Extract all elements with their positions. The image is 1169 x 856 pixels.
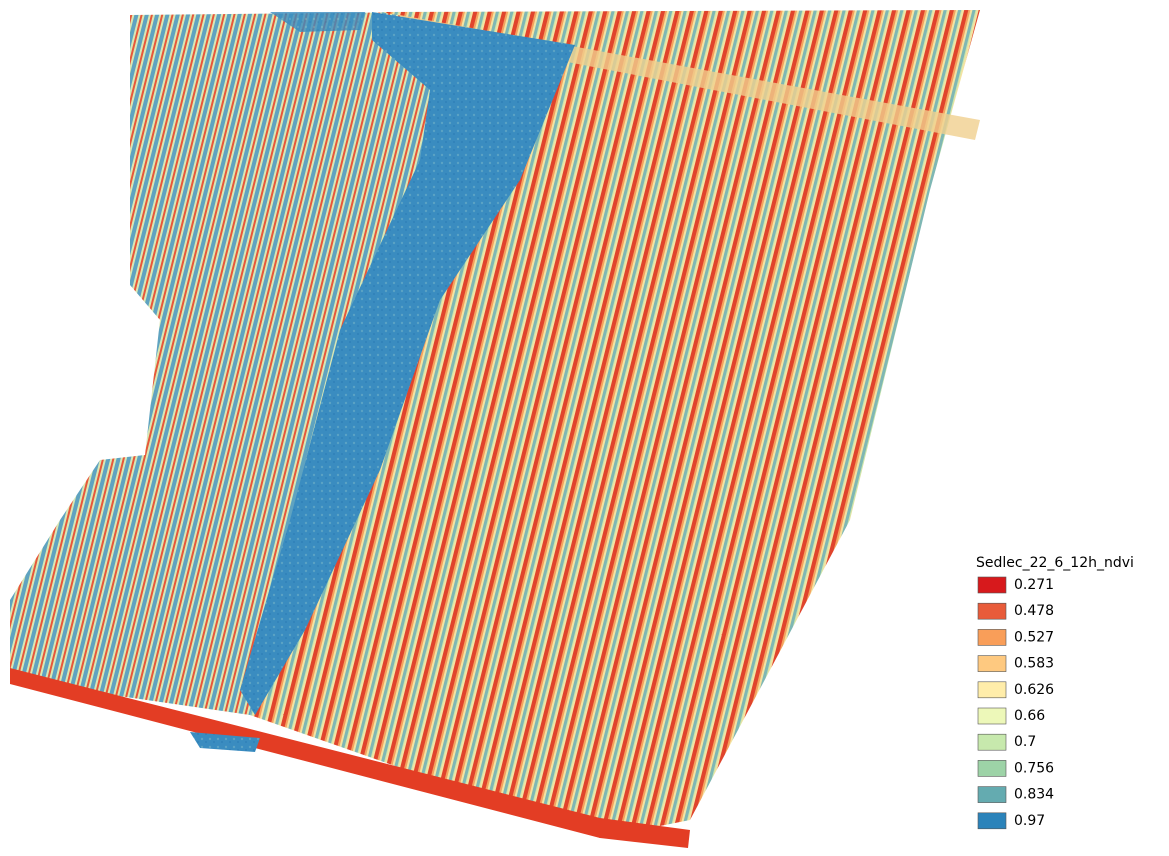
legend-label: 0.478 (1014, 603, 1054, 619)
legend-swatch (978, 708, 1006, 724)
legend-label: 0.527 (1014, 629, 1054, 645)
legend-label: 0.271 (1014, 577, 1054, 593)
legend-swatch (978, 629, 1006, 645)
legend-label: 0.97 (1014, 813, 1045, 829)
legend-label: 0.626 (1014, 682, 1054, 698)
legend-label: 0.756 (1014, 760, 1054, 776)
legend-swatch (978, 734, 1006, 750)
legend-swatch (978, 656, 1006, 672)
legend-swatch (978, 603, 1006, 619)
legend-label: 0.834 (1014, 787, 1054, 803)
legend-swatch (978, 787, 1006, 803)
legend-label: 0.66 (1014, 708, 1045, 724)
page: Sedlec_22_6_12h_ndvi 0.271 0.478 0.527 0.58… (0, 0, 1169, 856)
legend-swatch (978, 813, 1006, 829)
ndvi-raster (10, 10, 980, 848)
legend-title: Sedlec_22_6_12h_ndvi (976, 555, 1134, 571)
legend-swatch (978, 760, 1006, 776)
map-view: Sedlec_22_6_12h_ndvi 0.271 0.478 0.527 0.58… (0, 0, 1169, 856)
legend: Sedlec_22_6_12h_ndvi 0.271 0.478 0.527 0.58… (976, 555, 1134, 829)
legend-label: 0.583 (1014, 656, 1054, 672)
legend-swatch (978, 577, 1006, 593)
legend-swatch (978, 682, 1006, 698)
legend-label: 0.7 (1014, 734, 1036, 750)
